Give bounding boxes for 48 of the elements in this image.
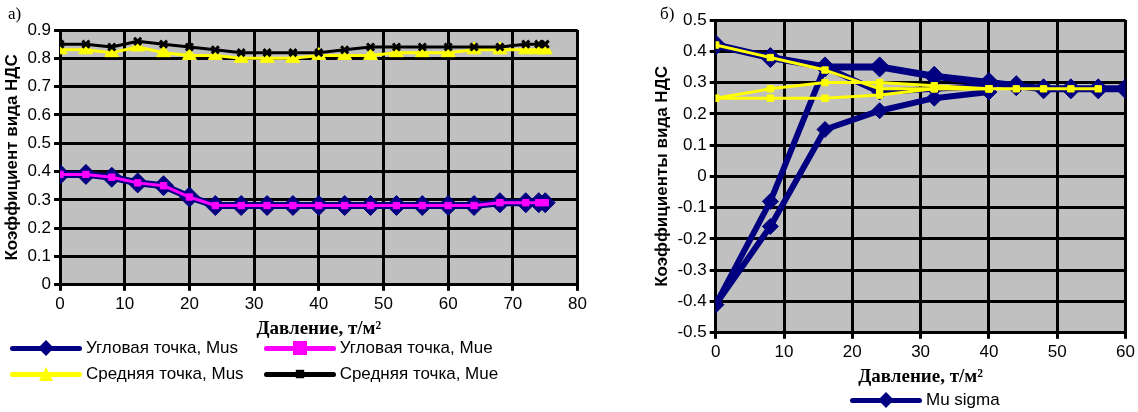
y-tick-label: 0.6: [27, 104, 52, 124]
y-tick-label: 0.3: [27, 189, 52, 209]
x-tick-label: 40: [979, 341, 999, 361]
y-axis-title: Коэффициенты вида НДС: [651, 65, 671, 287]
x-tick-label: 30: [244, 293, 264, 313]
x-tick-label: 60: [1116, 341, 1136, 361]
y-tick-label: -0.4: [677, 291, 707, 311]
y-tick-label: 0.8: [27, 48, 52, 67]
x-tick-label: 20: [842, 341, 862, 361]
x-tick-label: 10: [115, 293, 135, 313]
x-tick-label: 0: [710, 341, 721, 361]
y-tick-label: 0.4: [27, 161, 52, 181]
y-tick-label: -0.5: [677, 322, 707, 342]
y-tick-label: -0.2: [677, 228, 707, 248]
y-tick-label: 0.1: [27, 246, 52, 266]
legend-label: Угловая точка, Mus: [86, 338, 239, 358]
text: а): [8, 4, 22, 24]
x-tick-label: 0: [55, 293, 65, 313]
y-tick-label: 0.3: [683, 72, 707, 92]
y-tick-label: 0.4: [683, 40, 707, 60]
legend-label: Угловая точка, Mue: [339, 338, 493, 358]
x-tick-label: 10: [774, 341, 794, 361]
x-tick-label: 30: [911, 341, 931, 361]
legend-label: Средняя точка, Mue: [339, 364, 499, 384]
y-tick-label: 0.1: [683, 134, 707, 154]
y-axis-title: Коэффициент вида НДС: [1, 54, 21, 261]
text: б): [660, 4, 675, 24]
y-tick-label: 0.7: [27, 76, 52, 96]
x-axis-title: Давление, т/м²: [256, 316, 382, 338]
y-tick-label: 0.9: [27, 19, 52, 39]
y-tick-label: 0.2: [27, 217, 52, 237]
x-tick-label: 80: [568, 293, 588, 313]
y-tick-label: 0.5: [27, 132, 52, 152]
y-tick-label: 0.2: [683, 103, 707, 123]
x-tick-label: 60: [438, 293, 458, 313]
y-tick-label: 0: [41, 274, 52, 294]
y-tick-label: -0.3: [677, 259, 707, 279]
x-axis-title: Давление, т/м²: [858, 364, 984, 386]
x-tick-label: 20: [179, 293, 199, 313]
x-tick-label: 50: [1047, 341, 1067, 361]
legend-label: Средняя точка, Mus: [86, 364, 244, 384]
legend-label: Mu sigma: [926, 390, 1000, 410]
y-tick-label: 0.5: [683, 9, 707, 29]
x-tick-label: 40: [309, 293, 329, 313]
y-tick-label: 0: [697, 166, 707, 186]
y-tick-label: -0.1: [677, 197, 707, 217]
x-tick-label: 70: [503, 293, 523, 313]
x-tick-label: 50: [374, 293, 393, 313]
